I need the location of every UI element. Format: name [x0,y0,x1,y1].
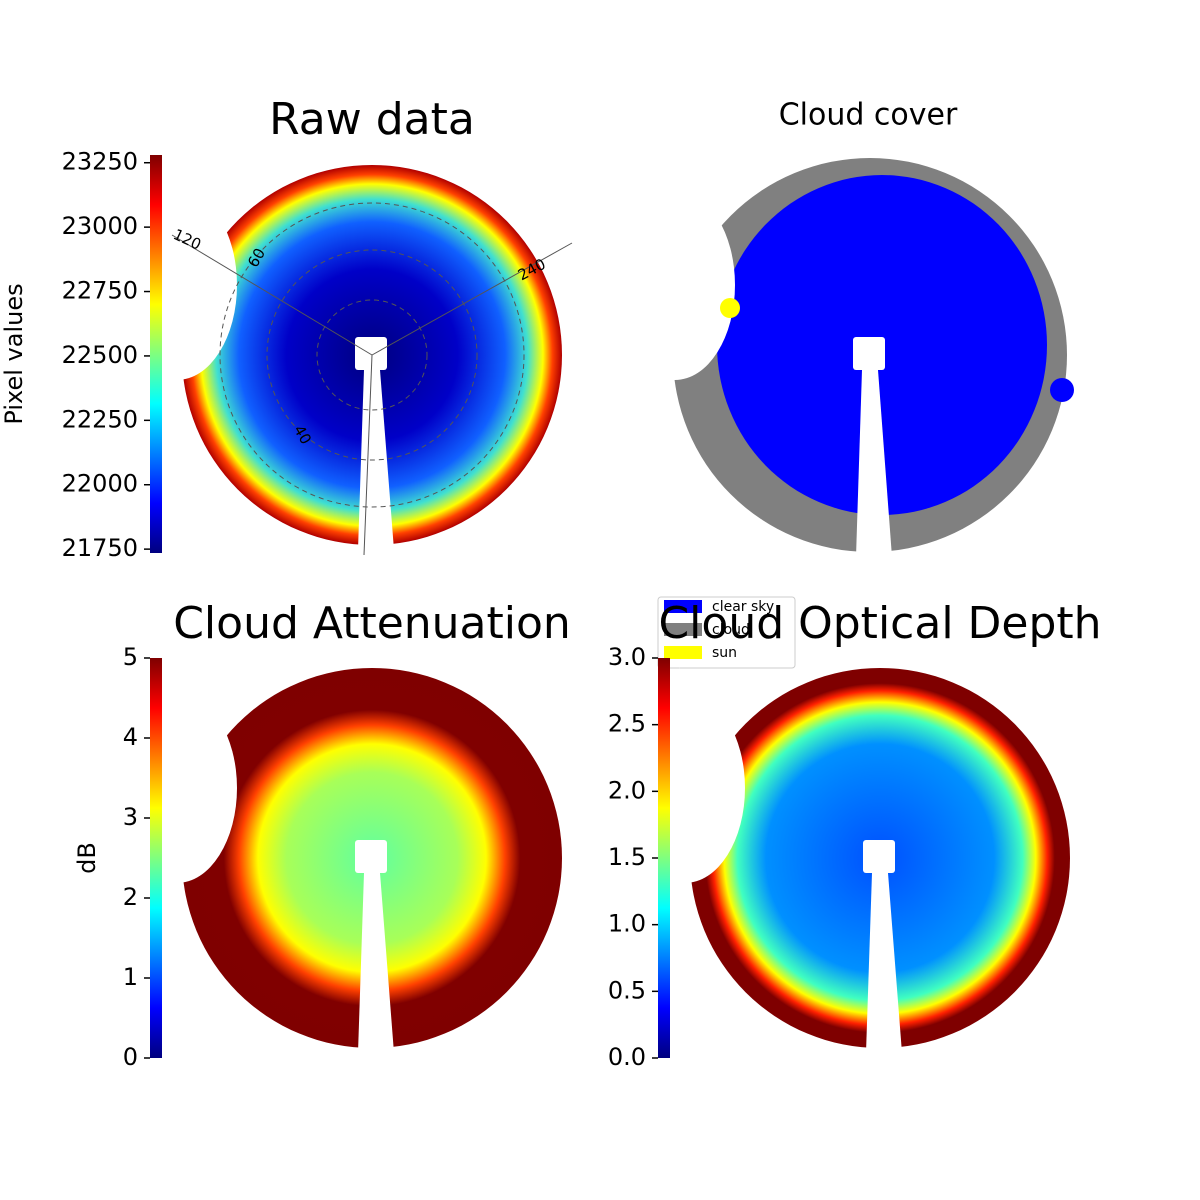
mast [856,370,892,557]
colorbar-tick-label: 22250 [62,405,138,433]
colorbar [658,658,670,1058]
sky-notch [615,190,735,380]
sky-notch [117,693,237,883]
mast [358,370,394,550]
polar-spoke [363,354,373,556]
sky-cutoff [675,658,680,888]
polar-ring [219,202,525,508]
legend: clear sky cloud sun [657,596,796,669]
colorbar-tick-label: 0.0 [608,1043,646,1071]
colorbar [150,155,162,553]
colorbar-tick-label: 3.0 [608,643,646,671]
sky-notch [117,190,237,380]
colorbar-tick-label: 21750 [62,534,138,562]
sky-cutoff [167,658,172,888]
sun-mark [720,298,740,318]
clear-region [1050,378,1074,402]
colorbar-tick-label: 1.5 [608,843,646,871]
panel-title: Cloud Attenuation [173,598,571,649]
colorbar-tick-label: 2 [123,883,138,911]
colorbar-tick-label: 0 [123,1043,138,1071]
polar-ring [266,249,478,461]
panel-title: Cloud cover [779,98,958,133]
polar-ring [316,299,428,411]
sky-cutoff [167,155,172,385]
colorbar-tick-label: 1.0 [608,910,646,938]
colorbar-tick-label: 22750 [62,277,138,305]
colorbar-label: dB [73,842,101,874]
colorbar [150,658,162,1058]
mast-head [863,840,895,873]
colorbar-tick-label: 2.5 [608,710,646,738]
polar-spoke [171,234,373,356]
colorbar-tick-label: 23250 [62,148,138,176]
sky-cutoff [665,155,670,385]
mast-head [355,337,387,370]
colorbar-tick-label: 2.0 [608,776,646,804]
colorbar-tick-label: 1 [123,963,138,991]
mast-head [853,337,885,370]
mast-head [355,840,387,873]
colorbar-tick-label: 22500 [62,341,138,369]
legend-label: cloud [712,622,750,638]
legend-swatch [664,623,702,636]
legend-swatch [664,600,702,613]
colorbar-tick-label: 3 [123,803,138,831]
colorbar-tick-label: 23000 [62,212,138,240]
sky-notch [625,693,745,883]
polar-spoke [371,242,573,356]
colorbar-tick-label: 0.5 [608,976,646,1004]
panel-title: Cloud Optical Depth [658,598,1101,649]
colorbar-tick-label: 5 [123,643,138,671]
colorbar-tick-label: 22000 [62,470,138,498]
legend-label: clear sky [712,599,774,615]
panel-title: Raw data [269,94,475,145]
colorbar-label: Pixel values [0,283,28,424]
polar-grid [171,202,573,556]
legend-label: sun [712,645,737,661]
mast [866,873,902,1053]
colorbar-tick-label: 4 [123,723,138,751]
mast [358,873,394,1053]
legend-swatch [664,646,702,659]
